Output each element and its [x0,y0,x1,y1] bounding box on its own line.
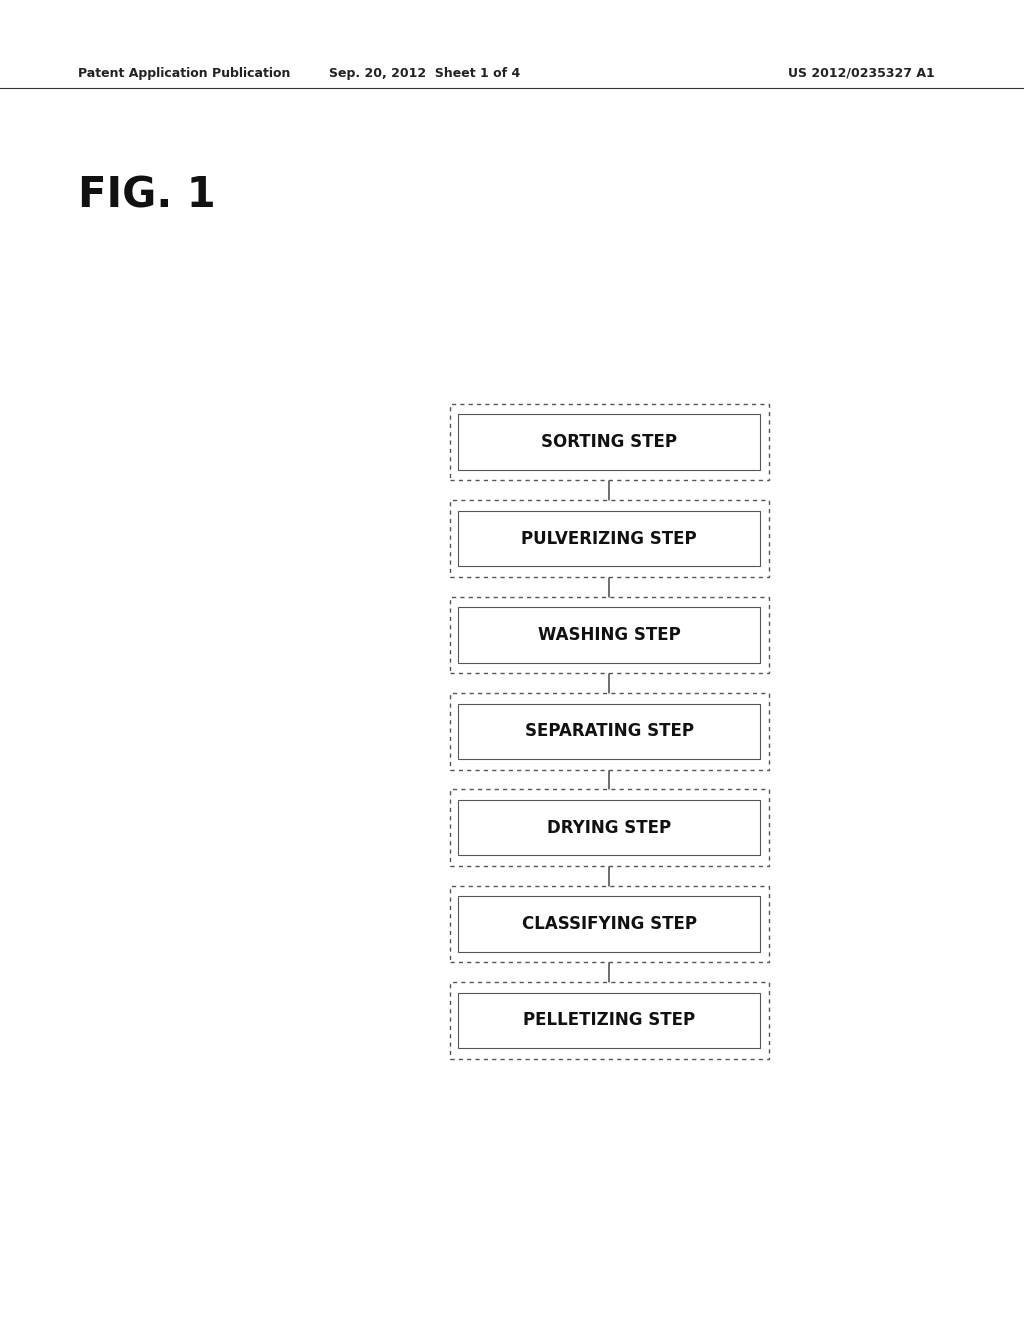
Text: SEPARATING STEP: SEPARATING STEP [524,722,694,741]
Bar [459,704,760,759]
Bar [451,500,768,577]
Bar [451,597,768,673]
Text: Patent Application Publication: Patent Application Publication [78,66,290,79]
Bar [459,800,760,855]
Bar [459,414,760,470]
Text: DRYING STEP: DRYING STEP [547,818,672,837]
Bar [451,404,768,480]
Text: Sep. 20, 2012  Sheet 1 of 4: Sep. 20, 2012 Sheet 1 of 4 [330,66,520,79]
Bar [451,982,768,1059]
Text: CLASSIFYING STEP: CLASSIFYING STEP [522,915,696,933]
Bar [451,886,768,962]
Bar [459,607,760,663]
Bar [459,993,760,1048]
Bar [459,896,760,952]
Text: FIG. 1: FIG. 1 [78,174,216,216]
Text: PELLETIZING STEP: PELLETIZING STEP [523,1011,695,1030]
Bar [451,789,768,866]
Text: WASHING STEP: WASHING STEP [538,626,681,644]
Text: PULVERIZING STEP: PULVERIZING STEP [521,529,697,548]
Bar [451,693,768,770]
Text: SORTING STEP: SORTING STEP [542,433,677,451]
Text: US 2012/0235327 A1: US 2012/0235327 A1 [788,66,935,79]
Bar [459,511,760,566]
